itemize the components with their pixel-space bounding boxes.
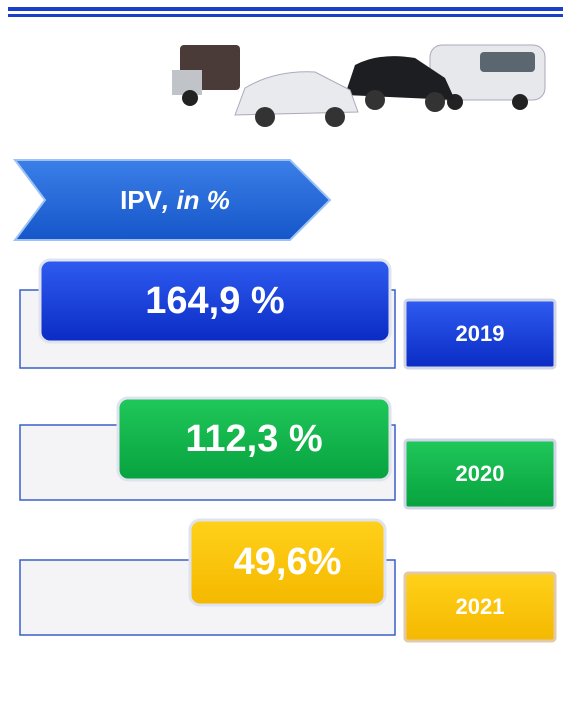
- value-label: 112,3 %: [118, 398, 390, 480]
- year-label: 2021: [405, 573, 555, 641]
- vehicles-illustration: [172, 45, 545, 127]
- value-label: 164,9 %: [40, 260, 390, 342]
- banner-subtitle: , in %: [162, 185, 230, 216]
- top-rule: [8, 14, 563, 17]
- banner-title-main: IPV: [120, 185, 162, 216]
- year-label: 2020: [405, 440, 555, 508]
- banner-title: IPV, in %: [45, 160, 305, 240]
- infographic: IPV, in % 164,9 % 2019 112,3 % 2020 49,6…: [0, 0, 565, 708]
- top-rule: [8, 7, 563, 11]
- value-label: 49,6%: [190, 520, 385, 605]
- year-label: 2019: [405, 300, 555, 368]
